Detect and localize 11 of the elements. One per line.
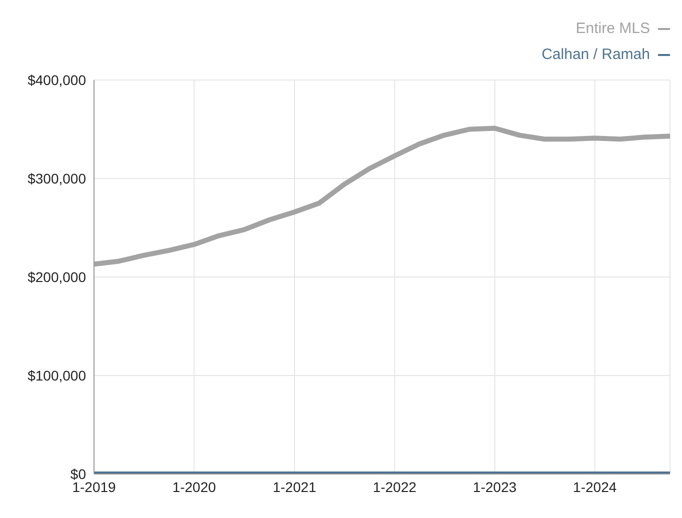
legend-label: Calhan / Ramah (542, 45, 650, 65)
x-tick-label: 1-2024 (573, 478, 617, 495)
y-tick-label: $400,000 (28, 72, 86, 88)
legend-label: Entire MLS (576, 19, 650, 39)
x-tick-label: 1-2020 (172, 478, 216, 495)
y-tick-label: $100,000 (28, 367, 86, 384)
x-tick-label: 1-2022 (372, 478, 417, 495)
y-tick-label: $200,000 (28, 268, 86, 285)
y-tick-label: $300,000 (28, 170, 86, 186)
x-tick-label: 1-2023 (472, 478, 517, 495)
x-tick-label: 1-2021 (272, 478, 317, 495)
